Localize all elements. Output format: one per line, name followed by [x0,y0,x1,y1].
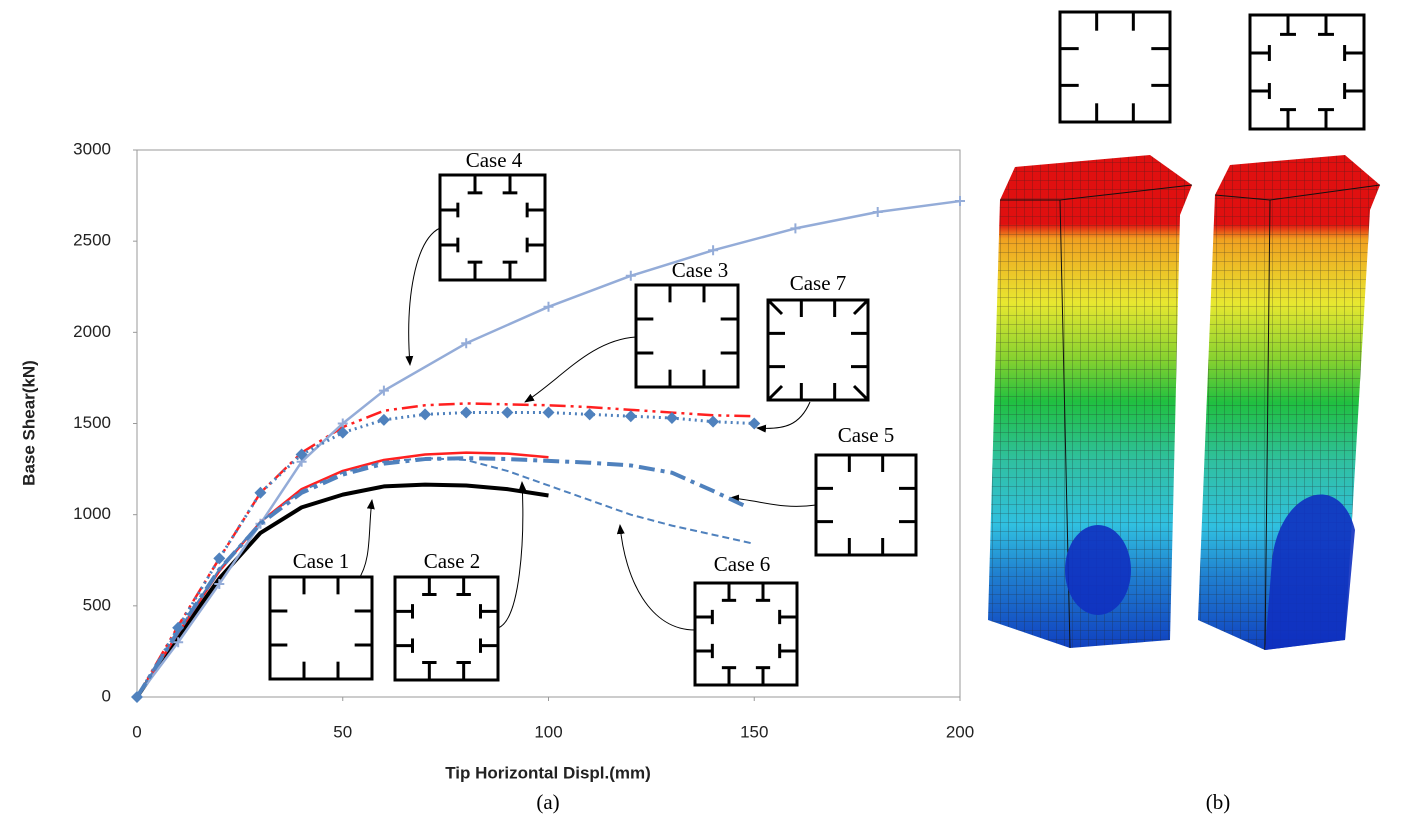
marker [543,407,555,419]
marker [626,271,636,281]
plot-frame [137,150,960,697]
marker [707,416,719,428]
section-diagram [270,577,372,679]
section-outline [395,577,498,680]
y-tick-label: 0 [102,686,111,705]
section-diagram [395,577,498,680]
section-outline [636,285,738,387]
marker [625,410,637,422]
marker [501,407,513,419]
section-diagram [1060,12,1170,122]
x-tick-label: 150 [740,722,768,741]
marker [378,414,390,426]
x-axis-title: Tip Horizontal Displ.(mm) [445,763,651,782]
y-tick-label: 1000 [73,504,111,523]
y-axis-title: Base Shear(kN) [19,360,38,486]
case-label: Case 6 [714,552,771,576]
caption: (a) [536,790,559,814]
marker [955,196,965,206]
section-diagram [768,300,868,400]
case-label: Case 4 [466,148,523,172]
x-tick-label: 200 [946,722,974,741]
case-label: Case 2 [424,549,481,573]
section-diagram [816,455,916,555]
section-outline [1250,15,1364,129]
marker [873,207,883,217]
marker [419,408,431,420]
y-tick-label: 2500 [73,231,111,250]
caption: (b) [1206,790,1231,814]
x-tick-label: 100 [534,722,562,741]
section-diagram [636,285,738,387]
case-label: Case 5 [838,423,895,447]
section-diagram [440,175,545,280]
x-tick-label: 50 [333,722,352,741]
case-label: Case 1 [293,549,350,573]
case-label: Case 3 [672,258,729,282]
marker [213,552,225,564]
section-outline [440,175,545,280]
marker [584,408,596,420]
section-outline [768,300,868,400]
figure: Tip Horizontal Displ.(mm) Base Shear(kN)… [0,0,1403,820]
section-outline [270,577,372,679]
y-tick-label: 3000 [73,139,111,158]
section-outline [1060,12,1170,122]
section-diagram [695,583,797,685]
marker [461,338,471,348]
y-tick-label: 2000 [73,322,111,341]
x-tick-label: 0 [132,722,141,741]
y-tick-label: 500 [83,595,111,614]
section-outline [695,583,797,685]
marker [708,245,718,255]
marker [544,302,554,312]
marker [790,223,800,233]
marker [460,407,472,419]
section-diagram [1250,15,1364,129]
section-outline [816,455,916,555]
y-tick-label: 1500 [73,413,111,432]
fem-model [988,155,1380,650]
case-label: Case 7 [790,271,847,295]
